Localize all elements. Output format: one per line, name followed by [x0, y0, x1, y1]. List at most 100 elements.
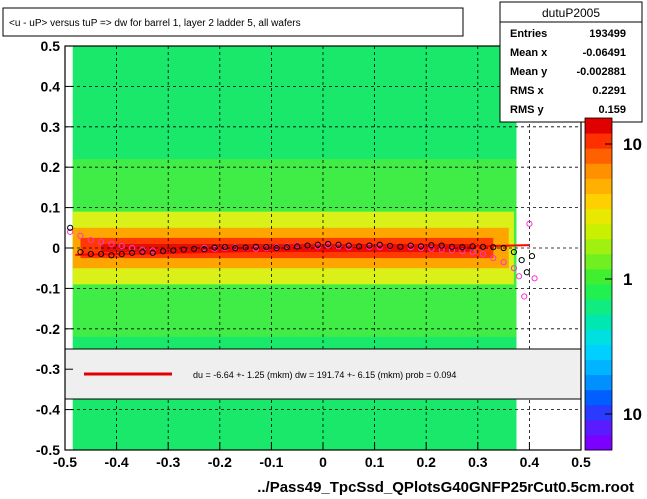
- profile-point: [67, 224, 74, 231]
- profile-point: [345, 242, 352, 249]
- color-scale-cell: [585, 419, 612, 436]
- profile-point: [366, 242, 373, 249]
- stats-label: Entries: [510, 28, 547, 40]
- profile-point: [500, 244, 507, 252]
- color-scale-cell: [585, 208, 612, 225]
- profile-black: [67, 224, 536, 276]
- x-tick-label: 0.4: [520, 454, 540, 470]
- profile-point: [490, 244, 497, 251]
- stats-label: Mean x: [510, 47, 548, 59]
- x-tick-label: 0.3: [468, 454, 488, 470]
- profile-point: [510, 265, 518, 272]
- profile-point: [252, 243, 260, 250]
- fit-legend-text: du = -6.64 +- 1.25 (mkm) dw = 191.74 +- …: [193, 370, 456, 380]
- profile-point: [232, 244, 239, 252]
- profile-point: [87, 250, 94, 258]
- profile-point: [479, 250, 487, 258]
- color-scale-cell: [585, 344, 612, 360]
- profile-point: [283, 244, 290, 251]
- z-tick-label: 10: [623, 405, 642, 424]
- color-scale-cell: [585, 268, 612, 285]
- y-axis: -0.5 -0.4 -0.3 -0.2 -0.1 0 0.1 0.2 0.3 0.4 0.5: [36, 38, 73, 458]
- profile-point: [263, 244, 270, 251]
- profile-point: [201, 246, 208, 253]
- color-scale-cell: [585, 163, 612, 179]
- profile-point: [510, 248, 518, 256]
- profile-point: [407, 242, 414, 249]
- profile-point: [108, 240, 115, 248]
- profile-point: [428, 242, 435, 249]
- profile-point: [448, 243, 456, 250]
- color-scale-cell: [585, 329, 612, 345]
- profile-point: [149, 247, 156, 254]
- profile-point: [459, 248, 466, 255]
- profile-point: [417, 243, 425, 250]
- profile-point: [428, 245, 435, 252]
- profile-point: [526, 220, 533, 227]
- color-scale-cell: [585, 314, 612, 330]
- x-tick-label: -0.4: [105, 454, 129, 470]
- profile-point: [325, 240, 332, 248]
- y-tick-label: -0.5: [36, 442, 60, 458]
- color-scale: 10 1 10: [584, 117, 642, 451]
- profile-point: [118, 250, 125, 258]
- x-tick-label: 0.5: [571, 454, 591, 470]
- x-tick-label: -0.2: [208, 454, 232, 470]
- profile-point: [139, 246, 146, 253]
- color-scale-cell: [585, 434, 612, 451]
- profile-point: [356, 243, 363, 250]
- profile-point: [252, 245, 260, 252]
- color-scale-cell: [585, 374, 612, 391]
- color-scale-cell: [585, 133, 612, 149]
- y-tick-label: -0.1: [36, 280, 60, 296]
- profile-point: [170, 247, 177, 254]
- color-scale-cell: [585, 148, 612, 164]
- profile-point: [438, 246, 445, 253]
- fit-line: [75, 244, 530, 256]
- profile-point: [98, 250, 105, 258]
- stats-label: Mean y: [510, 66, 548, 78]
- profile-point: [180, 246, 187, 253]
- x-tick-label: 0.2: [416, 454, 436, 470]
- color-scale-cell: [585, 284, 612, 300]
- color-scale-cell: [585, 193, 612, 210]
- profile-point: [108, 252, 115, 259]
- profile-point: [376, 244, 383, 251]
- x-tick-label: -0.1: [259, 454, 283, 470]
- fit-legend: du = -6.64 +- 1.25 (mkm) dw = 191.74 +- …: [64, 348, 582, 400]
- y-tick-label: -0.3: [36, 361, 60, 377]
- color-scale-cell: [585, 359, 612, 376]
- profile-point: [523, 269, 530, 276]
- profile-point: [386, 242, 394, 250]
- profile-point: [335, 241, 342, 248]
- color-scale-cell: [585, 299, 612, 315]
- profile-point: [211, 244, 218, 251]
- profile-point: [479, 243, 487, 250]
- color-scale-cell: [585, 389, 612, 406]
- profile-point: [438, 242, 445, 249]
- profile-point: [118, 242, 125, 250]
- y-tick-label: -0.4: [36, 402, 60, 418]
- stats-value: 0.159: [598, 104, 626, 116]
- x-axis: -0.5 -0.4 -0.3 -0.2 -0.1 0 0.1 0.2 0.3 0.4 0.5: [53, 442, 591, 470]
- profile-point: [500, 259, 507, 266]
- title-box: <u - uP> versus tuP => dw for barrel 1, …: [2, 7, 464, 37]
- stats-label: RMS y: [510, 104, 545, 116]
- y-tick-label: 0: [52, 240, 60, 256]
- z-tick-label: 1: [623, 270, 632, 289]
- profile-point: [139, 248, 146, 256]
- profile-point: [221, 244, 229, 251]
- color-scale-cell: [585, 118, 612, 134]
- profile-point: [190, 245, 198, 252]
- color-scale-cell: [585, 238, 612, 255]
- profile-point: [515, 273, 523, 280]
- y-tick-label: 0.3: [41, 119, 61, 135]
- profile-point: [531, 275, 538, 282]
- y-tick-label: 0.1: [41, 200, 61, 216]
- x-tick-label: -0.5: [53, 454, 77, 470]
- profile-point: [159, 248, 167, 255]
- y-tick-label: 0.2: [41, 159, 61, 175]
- profile-point: [294, 243, 301, 250]
